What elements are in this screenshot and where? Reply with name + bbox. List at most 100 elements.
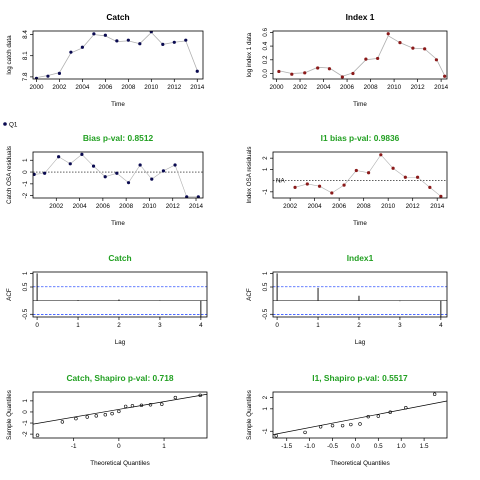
qq-point [130, 404, 135, 408]
x-axis-label: Theoretical Quantiles [90, 460, 150, 467]
y-tick-label: 0.6 [262, 28, 269, 37]
data-point [327, 67, 332, 71]
x-tick-label: 2004 [75, 84, 90, 91]
x-tick-label: 2 [117, 322, 121, 329]
x-tick-label: 1.5 [420, 443, 429, 450]
data-point [149, 31, 153, 34]
x-tick-label: 2002 [283, 203, 298, 210]
residual-line [34, 153, 199, 198]
y-axis-label: ACF [246, 288, 253, 301]
y-tick-label: -0.5 [262, 308, 269, 319]
data-point [126, 38, 130, 42]
data-point [185, 195, 189, 198]
plot-area [277, 32, 447, 79]
qq-point [358, 422, 362, 426]
x-axis-label: Time [353, 101, 367, 108]
data-point [92, 32, 96, 36]
y-tick-label: 2 [262, 156, 269, 160]
plot-frame [32, 271, 208, 318]
y-tick-label: -1 [262, 428, 269, 434]
x-axis-label: Time [353, 220, 367, 227]
data-point [115, 171, 119, 175]
x-tick-label: 2010 [381, 203, 396, 210]
y-tick-label: -2 [22, 192, 29, 198]
plot-area [273, 153, 447, 198]
y-tick-label: 8.4 [22, 30, 29, 39]
x-tick-label: -1.5 [281, 443, 292, 450]
plot-area [34, 31, 199, 79]
data-point [80, 45, 84, 49]
x-tick-label: 2000 [29, 84, 44, 91]
qq-point [74, 416, 78, 421]
y-tick-label: 7.8 [22, 72, 29, 81]
panel-4: I1 bias p-val: 0.9836 2002 2004 2006 2008 201… [246, 133, 448, 227]
data-point [161, 169, 166, 173]
data-point [303, 71, 307, 75]
qq-point [35, 433, 40, 437]
data-point [115, 39, 119, 43]
qq-point [388, 410, 392, 414]
qq-point [376, 414, 381, 418]
data-point [411, 46, 415, 50]
qq-point [274, 434, 278, 438]
x-tick-label: 2008 [357, 203, 372, 210]
qq-point [404, 406, 408, 410]
qq-point [340, 423, 345, 428]
panel-title: I1, Shapiro p-val: 0.5517 [312, 373, 408, 383]
qq-point [117, 409, 121, 414]
x-tick-label: 1.0 [397, 443, 406, 450]
qq-point [303, 430, 307, 435]
x-tick-label: 4 [439, 322, 443, 329]
data-point [398, 41, 402, 45]
x-tick-label: 2000 [270, 84, 285, 91]
y-tick-label: -2 [22, 431, 29, 437]
plot-frame [272, 391, 448, 439]
x-tick-label: 2010 [142, 203, 157, 210]
data-point [423, 47, 427, 51]
x-tick-label: 1 [316, 322, 320, 329]
panel-8: I1, Shapiro p-val: 0.5517 -1.5 -1.0 -0.5 0.0… [246, 373, 448, 467]
data-point [293, 185, 297, 189]
data-point [439, 194, 443, 198]
qq-reference-line [273, 400, 447, 435]
x-tick-label: 2014 [434, 84, 449, 91]
qq-point [103, 413, 108, 417]
plot-frame [272, 271, 448, 318]
x-tick-label: 2004 [308, 203, 323, 210]
x-tick-label: 3 [158, 322, 162, 329]
panel-1: Catch 2000 2002 2004 2006 2008 2010 2012 2014 7.8… [6, 12, 205, 108]
data-point [366, 171, 371, 175]
y-tick-label: 0.5 [262, 282, 269, 291]
qq-point [432, 392, 437, 396]
plot-area [33, 152, 203, 198]
y-axis-label: Index OSA residuals [246, 146, 253, 203]
legend-marker [3, 122, 7, 126]
data-point [443, 74, 447, 78]
x-tick-label: -0.5 [327, 443, 338, 450]
x-tick-label: 3 [398, 322, 402, 329]
y-tick-label: 0.2 [262, 55, 269, 64]
data-point [34, 76, 39, 79]
x-tick-label: 2002 [293, 84, 308, 91]
panel-title: Index1 [347, 253, 374, 263]
x-tick-label: 0 [35, 322, 39, 329]
data-point [68, 162, 72, 166]
data-point [57, 71, 62, 75]
qq-point [123, 404, 128, 409]
x-tick-label: 2012 [411, 84, 426, 91]
qq-point [198, 393, 202, 398]
y-tick-label: -0.5 [22, 308, 29, 319]
x-tick-label: 2014 [189, 203, 204, 210]
panel-7: Catch, Shapiro p-val: 0.718 -1 0 1 -2 -1 0 1 The… [6, 373, 208, 467]
panel-title: I1 bias p-val: 0.9836 [321, 133, 400, 143]
panel-title: Bias p-val: 0.8512 [83, 133, 154, 143]
data-point [386, 32, 390, 36]
panel-5: Catch 0 1 2 3 4 -0.5 0.5 1 Lag ACF [6, 253, 208, 346]
data-point [80, 152, 84, 156]
y-tick-label: 1 [262, 407, 269, 411]
panel-title: Catch [108, 253, 131, 263]
x-tick-label: 2006 [332, 203, 347, 210]
panel-6: Index1 0 1 2 3 4 -0.5 0.5 1 Lag ACF [246, 253, 448, 346]
data-point [342, 183, 346, 187]
